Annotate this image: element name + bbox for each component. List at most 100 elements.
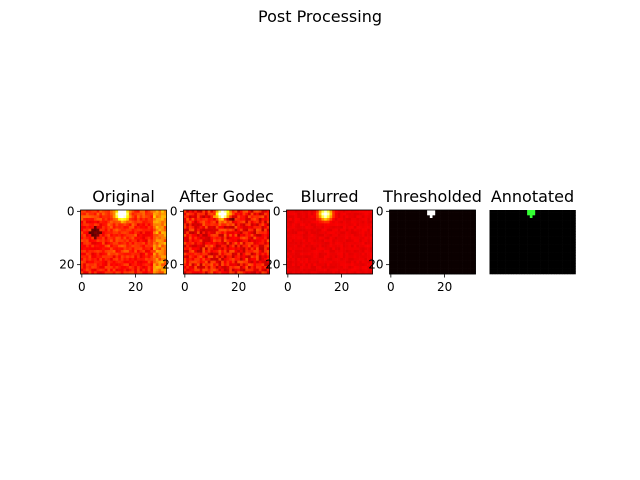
heatmap-cell — [83, 266, 87, 269]
heatmap-cell — [128, 234, 132, 237]
heatmap-cell — [158, 252, 162, 256]
heatmap-cell — [291, 226, 295, 229]
heatmap-cell — [223, 212, 227, 216]
heatmap-cell — [153, 250, 157, 253]
heatmap-cell — [305, 228, 309, 232]
heatmap-cell — [316, 234, 320, 237]
heatmap-cell — [196, 236, 200, 240]
heatmap-cell — [556, 220, 560, 224]
heatmap-cell — [359, 252, 363, 256]
heatmap-cell — [163, 218, 167, 221]
heatmap-cell — [110, 252, 114, 256]
heatmap-cell — [443, 212, 447, 216]
heatmap-cell — [537, 228, 541, 232]
heatmap-cell — [242, 268, 246, 272]
heatmap-cell — [215, 212, 219, 216]
heatmap-cell — [324, 268, 328, 272]
heatmap-cell — [389, 220, 393, 224]
heatmap-cell — [110, 215, 114, 219]
heatmap-cell — [299, 255, 303, 259]
heatmap-cell — [556, 210, 560, 213]
heatmap-cell — [424, 236, 428, 240]
heatmap-cell — [334, 247, 338, 251]
heatmap-cell — [500, 212, 504, 216]
heatmap-cell — [494, 234, 498, 237]
heatmap-cell — [299, 258, 303, 261]
heatmap-cell — [194, 228, 198, 232]
heatmap-cell — [562, 244, 566, 248]
heatmap-cell — [516, 210, 520, 213]
heatmap-cell — [289, 223, 293, 227]
heatmap-cell — [261, 223, 265, 227]
heatmap-cell — [308, 234, 311, 237]
heatmap-cell — [494, 220, 498, 224]
heatmap-cell — [199, 239, 203, 243]
heatmap-cell — [456, 247, 460, 251]
heatmap-cell — [394, 236, 398, 240]
heatmap-cell — [462, 263, 466, 267]
heatmap-cell — [266, 260, 270, 264]
heatmap-cell — [85, 266, 89, 269]
heatmap-cell — [191, 226, 195, 229]
heatmap-cell — [464, 215, 468, 219]
heatmap-cell — [80, 223, 84, 227]
heatmap-cell — [294, 220, 298, 224]
heatmap-cell — [408, 244, 412, 248]
heatmap-cell — [136, 252, 140, 256]
heatmap-cell — [226, 218, 230, 221]
heatmap-cell — [572, 258, 576, 261]
heatmap-cell — [489, 247, 493, 251]
heatmap-cell — [80, 258, 84, 261]
heatmap-cell — [521, 239, 525, 243]
heatmap-cell — [437, 250, 441, 253]
heatmap-cell — [334, 266, 338, 269]
heatmap-cell — [529, 210, 533, 213]
heatmap-cell — [392, 260, 396, 264]
heatmap-cell — [359, 260, 363, 264]
heatmap-cell — [96, 266, 100, 269]
heatmap-cell — [191, 260, 195, 264]
heatmap-cell — [289, 263, 293, 267]
heatmap-cell — [210, 236, 214, 240]
heatmap-cell — [245, 268, 249, 272]
heatmap-cell — [521, 260, 525, 264]
heatmap-cell — [231, 239, 235, 243]
heatmap-cell — [321, 223, 325, 227]
heatmap-cell — [411, 223, 414, 227]
heatmap-cell — [532, 255, 536, 259]
heatmap-cell — [318, 218, 322, 221]
heatmap-cell — [511, 271, 514, 275]
heatmap-cell — [492, 271, 496, 275]
heatmap-cell — [356, 252, 360, 256]
heatmap-cell — [250, 210, 254, 213]
heatmap-cell — [250, 244, 254, 248]
heatmap-cell — [266, 223, 270, 227]
heatmap-cell — [356, 255, 360, 259]
heatmap-cell — [537, 252, 541, 256]
heatmap-cell — [445, 247, 449, 251]
x-tick-label: 20 — [231, 280, 246, 294]
heatmap-cell — [532, 250, 536, 253]
heatmap-cell — [332, 239, 336, 243]
heatmap-cell — [188, 210, 192, 213]
heatmap-cell — [413, 218, 417, 221]
heatmap-cell — [196, 252, 200, 256]
heatmap-cell — [334, 234, 338, 237]
heatmap-cell — [136, 268, 140, 272]
heatmap-cell — [408, 215, 412, 219]
heatmap-cell — [345, 228, 349, 232]
heatmap-cell — [567, 260, 571, 264]
heatmap-cell — [242, 210, 246, 213]
heatmap-cell — [564, 239, 568, 243]
heatmap-cell — [215, 252, 219, 256]
heatmap-cell — [440, 215, 444, 219]
heatmap-cell — [83, 244, 87, 248]
heatmap-cell — [443, 244, 447, 248]
heatmap-cell — [136, 210, 140, 213]
heatmap-cell — [215, 258, 219, 261]
heatmap-cell — [136, 226, 140, 229]
heatmap-cell — [96, 223, 100, 227]
heatmap-cell — [115, 260, 119, 264]
heatmap-cell — [96, 212, 100, 216]
heatmap-cell — [318, 226, 322, 229]
